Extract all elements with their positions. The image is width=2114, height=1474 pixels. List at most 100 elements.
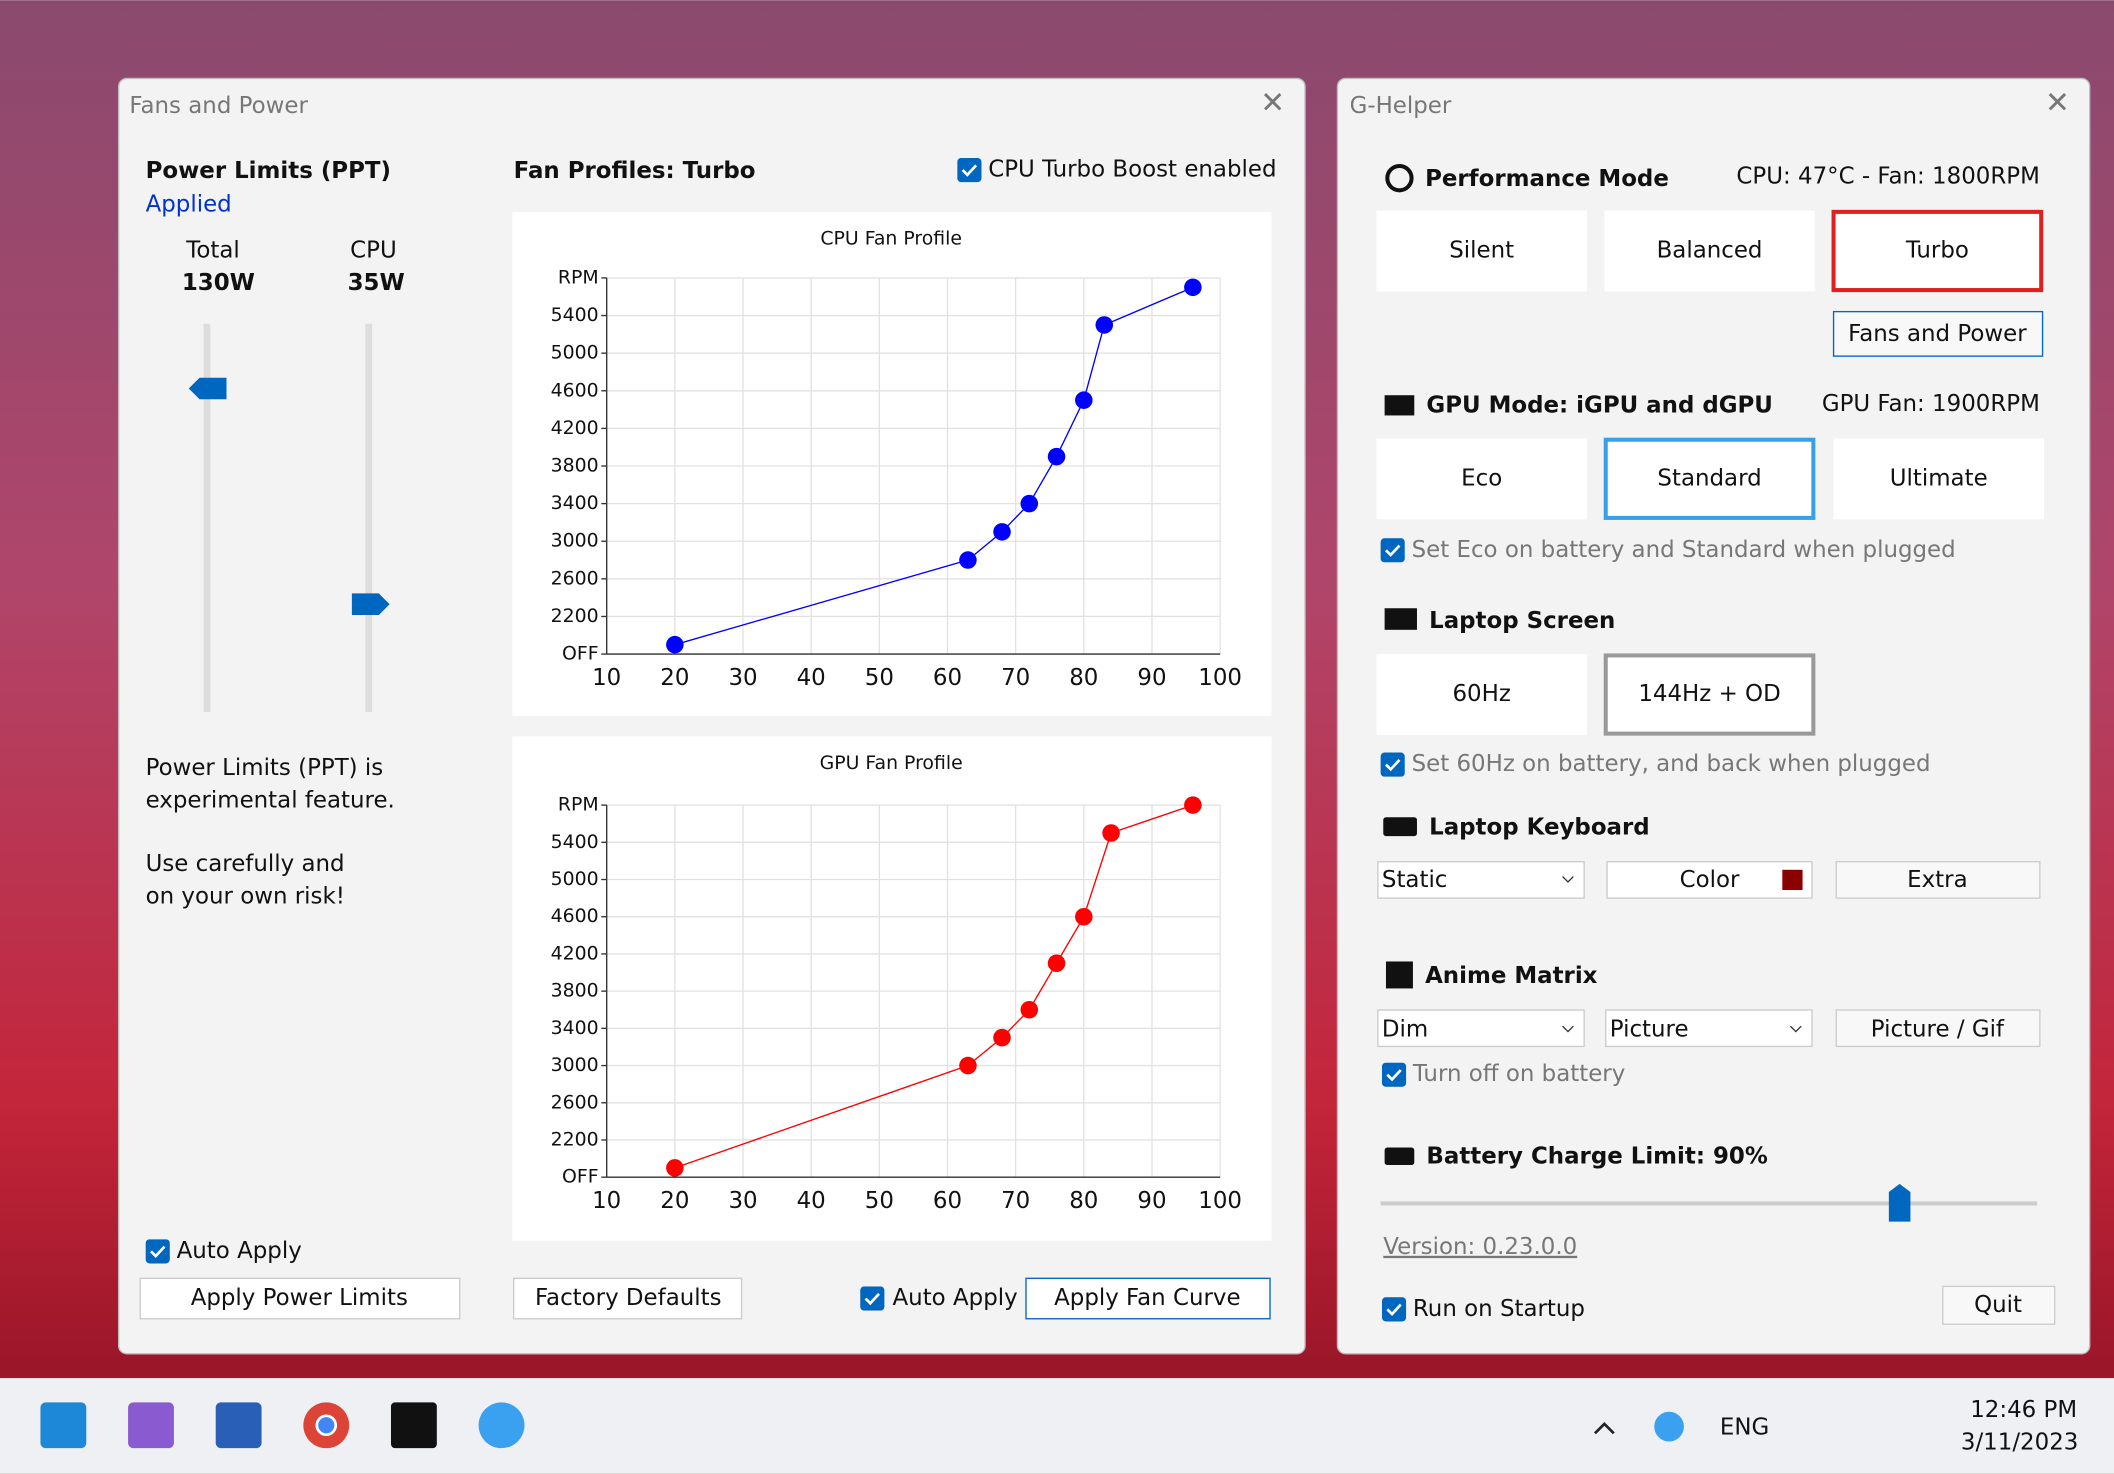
x-tick-label: 30 (728, 665, 757, 691)
heading: Battery Charge Limit: 90% (1426, 1143, 1767, 1169)
chart-panel (512, 736, 1272, 1241)
time[interactable]: 12:46 PM (1970, 1397, 2077, 1423)
point[interactable] (1075, 391, 1093, 409)
x-tick-label: 10 (592, 1188, 621, 1214)
point[interactable] (959, 551, 977, 569)
slider-thumb[interactable] (188, 377, 227, 400)
dropdown[interactable] (1605, 1009, 1813, 1048)
mode-button[interactable] (1376, 654, 1587, 735)
checkbox-label: Auto Apply (177, 1238, 302, 1264)
mode-button[interactable] (1603, 653, 1816, 736)
checkbox-label: Set Eco on battery and Standard when plu… (1412, 537, 1956, 563)
button-label: Picture / Gif (1871, 1017, 2005, 1043)
checkbox[interactable] (1381, 1062, 1407, 1087)
point[interactable] (1184, 796, 1202, 814)
slider-thumb[interactable] (1888, 1183, 1911, 1222)
y-tick-label: 4200 (551, 942, 599, 964)
slider-track (1380, 1201, 2038, 1206)
y-tick-label: 2200 (551, 605, 599, 627)
button-label: Extra (1907, 867, 1967, 893)
point[interactable] (1020, 1000, 1039, 1019)
mode-button[interactable] (1604, 210, 1815, 292)
checkbox[interactable] (1380, 752, 1405, 777)
point[interactable] (1075, 907, 1093, 926)
y-tick-label: RPM (558, 266, 599, 288)
point[interactable] (1184, 278, 1202, 297)
y-tick-label: 3800 (551, 980, 599, 1002)
y-tick-label: OFF (562, 1166, 599, 1188)
close[interactable]: ✕ (1260, 85, 1285, 120)
heading: Power Limits (PPT) (146, 158, 391, 184)
button[interactable] (1025, 1277, 1271, 1320)
tray-chevron[interactable] (1593, 1422, 1615, 1435)
y-tick-label: 5400 (551, 831, 599, 853)
checkbox[interactable] (957, 157, 982, 183)
y-tick-label: 3800 (551, 455, 599, 477)
checkbox[interactable] (1380, 538, 1405, 563)
button[interactable] (1942, 1285, 2056, 1325)
heading: Laptop Screen (1429, 608, 1615, 634)
button[interactable] (1832, 310, 2044, 357)
button[interactable] (512, 1277, 743, 1320)
version-link[interactable]: Version: 0.23.0.0 (1383, 1234, 1577, 1260)
app-icon[interactable] (390, 1402, 437, 1449)
app-icon[interactable] (128, 1402, 174, 1449)
checkbox[interactable] (1381, 1297, 1407, 1322)
date[interactable]: 3/11/2023 (1961, 1429, 2078, 1455)
button[interactable] (139, 1277, 461, 1320)
x-tick-label: 100 (1198, 1188, 1242, 1214)
checkbox[interactable] (860, 1286, 885, 1311)
button-label: Balanced (1657, 237, 1763, 263)
y-tick-label: 4200 (551, 417, 599, 439)
mode-button[interactable] (1831, 209, 2044, 293)
button-label: Silent (1449, 237, 1514, 263)
x-tick-label: 80 (1069, 665, 1098, 691)
app-icon[interactable] (215, 1402, 262, 1449)
point[interactable] (1095, 316, 1114, 334)
button-label: Apply Power Limits (191, 1285, 408, 1311)
mode-button[interactable] (1376, 438, 1587, 520)
point[interactable] (993, 523, 1011, 541)
x-tick-label: 70 (1001, 665, 1030, 691)
app-icon[interactable] (40, 1402, 87, 1449)
x-tick-label: 20 (660, 665, 689, 691)
app-icon[interactable] (478, 1402, 525, 1449)
x-tick-label: 60 (933, 665, 962, 691)
slider-thumb[interactable] (351, 593, 390, 615)
chart-panel (512, 211, 1272, 717)
language[interactable]: ENG (1720, 1414, 1769, 1440)
window-title: G-Helper (1350, 93, 1452, 119)
point[interactable] (959, 1056, 977, 1075)
dropdown[interactable] (1377, 861, 1585, 899)
button[interactable] (1835, 1009, 2041, 1048)
checkbox[interactable] (145, 1239, 170, 1264)
button[interactable] (1606, 861, 1813, 899)
mode-button[interactable] (1833, 438, 2044, 520)
icon (1385, 961, 1413, 989)
mode-button[interactable] (1603, 437, 1816, 520)
point[interactable] (1102, 824, 1120, 842)
y-tick-label: 5000 (551, 342, 599, 364)
x-tick-label: 90 (1137, 665, 1166, 691)
y-tick-label: 2600 (551, 567, 599, 589)
app-icon-detail (315, 1414, 338, 1437)
y-tick-label: 4600 (551, 379, 599, 401)
y-tick-label: 5000 (551, 868, 599, 890)
chart-title: GPU Fan Profile (820, 752, 963, 774)
point[interactable] (1020, 494, 1039, 513)
button-label: Turbo (1905, 237, 1969, 263)
point[interactable] (993, 1028, 1011, 1047)
y-tick-label: 5400 (551, 304, 599, 326)
point[interactable] (1047, 954, 1066, 972)
button[interactable] (1835, 861, 2041, 899)
point[interactable] (1047, 447, 1066, 466)
mode-button[interactable] (1376, 210, 1587, 292)
icon (1384, 1147, 1415, 1166)
point[interactable] (666, 635, 684, 654)
point[interactable] (666, 1159, 684, 1177)
y-tick-label: 3400 (551, 492, 599, 514)
dropdown[interactable] (1377, 1009, 1585, 1048)
close[interactable]: ✕ (2045, 85, 2070, 120)
charts: 10 20 30 40 50 60 70 80 90 100 OFF 2200 2600 3000 3400… (551, 266, 1242, 1214)
tray-icon[interactable] (1654, 1411, 1684, 1442)
